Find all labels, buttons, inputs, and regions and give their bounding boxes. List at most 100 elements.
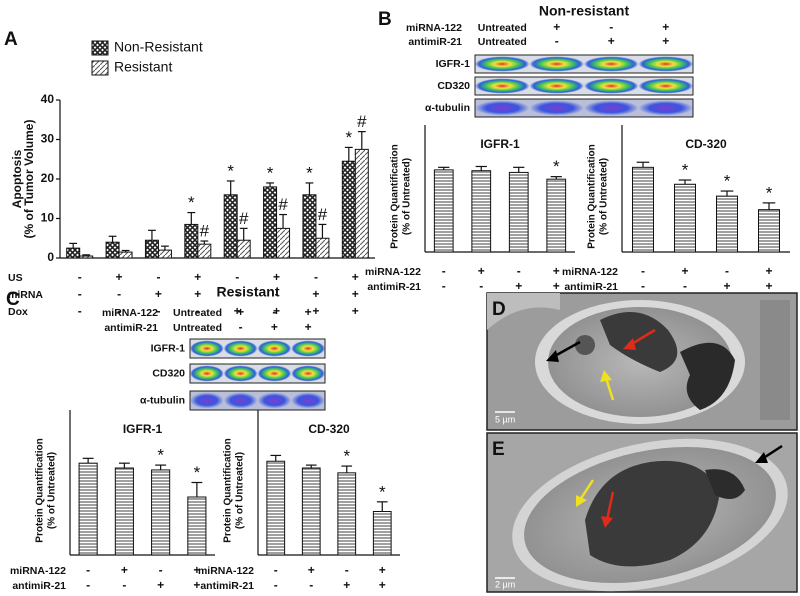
condition-value: - bbox=[156, 304, 160, 318]
blot-header-value: + bbox=[553, 20, 560, 34]
blot-header-value: + bbox=[608, 34, 615, 48]
condition-value: + bbox=[312, 304, 319, 318]
bar bbox=[236, 239, 251, 259]
bar bbox=[151, 469, 171, 556]
condition-value: - bbox=[78, 270, 82, 284]
condition-value: + bbox=[352, 270, 359, 284]
error-bar bbox=[266, 182, 274, 187]
error-bar bbox=[513, 166, 525, 173]
blot-band bbox=[223, 392, 258, 409]
condition-value: + bbox=[352, 287, 359, 301]
blot-header-name: antimiR-21 bbox=[408, 36, 462, 48]
bar bbox=[187, 496, 207, 556]
blot-band bbox=[190, 365, 224, 382]
blot-band bbox=[529, 78, 584, 94]
chart-title: IGFR-1 bbox=[480, 137, 520, 151]
condition-value: + bbox=[308, 563, 315, 577]
condition-value: + bbox=[515, 279, 522, 293]
blot-band bbox=[223, 365, 258, 382]
significance-marker: * bbox=[346, 128, 353, 147]
blot-row-label: α-tubulin bbox=[425, 102, 470, 114]
bar bbox=[674, 183, 696, 253]
condition-value: - bbox=[86, 578, 90, 592]
error-bar bbox=[82, 457, 94, 464]
significance-marker: * bbox=[682, 161, 689, 180]
error-bar bbox=[720, 190, 734, 197]
condition-value: - bbox=[235, 287, 239, 301]
error-bar bbox=[279, 213, 287, 229]
condition-value: - bbox=[275, 287, 279, 301]
blot-band bbox=[584, 78, 639, 94]
micrograph-e bbox=[486, 432, 798, 593]
condition-value: + bbox=[193, 578, 200, 592]
condition-value: - bbox=[683, 279, 687, 293]
significance-marker: * bbox=[306, 163, 313, 182]
y-tick-label: 10 bbox=[41, 211, 55, 225]
blot-header-name: miRNA-122 bbox=[406, 22, 462, 34]
condition-value: - bbox=[641, 279, 645, 293]
condition-value: - bbox=[274, 578, 278, 592]
chart-title: CD-320 bbox=[685, 137, 727, 151]
condition-value: + bbox=[193, 563, 200, 577]
y-axis-label: Protein Quantification bbox=[390, 144, 401, 248]
condition-name: US bbox=[8, 272, 23, 284]
blot-row-label: IGFR-1 bbox=[151, 342, 186, 354]
y-axis-label: Protein Quantification bbox=[35, 438, 46, 542]
bar bbox=[341, 160, 356, 259]
error-bar bbox=[239, 227, 248, 241]
scale-bar-label: 5 µm bbox=[495, 414, 515, 424]
bar bbox=[546, 178, 567, 253]
condition-value: + bbox=[379, 578, 386, 592]
bar bbox=[433, 169, 454, 253]
y-axis-label: Apoptosis bbox=[10, 149, 24, 208]
blot-band bbox=[257, 392, 292, 409]
blot-band bbox=[638, 56, 693, 72]
y-axis-label: (% of Untreated) bbox=[235, 452, 246, 529]
condition-value: - bbox=[78, 287, 82, 301]
condition-value: + bbox=[379, 563, 386, 577]
error-bar bbox=[121, 249, 130, 253]
error-bar bbox=[475, 165, 487, 171]
error-bar bbox=[187, 211, 196, 225]
y-tick-label: 40 bbox=[41, 92, 55, 106]
y-axis-label: (% of Untreated) bbox=[599, 158, 610, 235]
condition-value: + bbox=[352, 304, 359, 318]
panel-letter: A bbox=[4, 29, 18, 50]
panel-letter: E bbox=[492, 439, 505, 460]
condition-value: - bbox=[274, 563, 278, 577]
significance-marker: # bbox=[357, 112, 367, 131]
blot-band bbox=[584, 100, 639, 116]
error-bar bbox=[69, 242, 78, 249]
significance-marker: * bbox=[227, 161, 234, 180]
condition-value: - bbox=[117, 287, 121, 301]
bar bbox=[354, 148, 369, 259]
micrograph-d bbox=[486, 292, 798, 431]
error-bar bbox=[305, 464, 317, 468]
condition-value: + bbox=[194, 287, 201, 301]
significance-marker: # bbox=[200, 221, 210, 240]
condition-value: - bbox=[86, 563, 90, 577]
blot-header-name: antimiR-21 bbox=[104, 322, 158, 334]
scale-bar-label: 2 µm bbox=[495, 579, 515, 589]
blot-band bbox=[190, 392, 224, 409]
blot-header-value: - bbox=[609, 20, 613, 34]
bar bbox=[184, 223, 199, 259]
significance-marker: * bbox=[194, 463, 201, 482]
bar bbox=[372, 511, 392, 556]
condition-value: + bbox=[723, 279, 730, 293]
error-bar bbox=[357, 131, 366, 150]
condition-value: + bbox=[273, 270, 280, 284]
bar bbox=[114, 467, 134, 556]
blot-row-label: CD320 bbox=[437, 80, 470, 92]
blot-header-value: + bbox=[662, 34, 669, 48]
condition-value: - bbox=[641, 264, 645, 278]
blot-header-name: miRNA-122 bbox=[102, 307, 158, 319]
significance-marker: * bbox=[157, 446, 164, 465]
condition-value: + bbox=[234, 304, 241, 318]
blot-row-label: IGFR-1 bbox=[436, 58, 471, 70]
blot-band bbox=[638, 100, 693, 116]
bar bbox=[302, 194, 317, 259]
error-bar bbox=[550, 176, 562, 180]
panel-letter: D bbox=[492, 299, 506, 320]
